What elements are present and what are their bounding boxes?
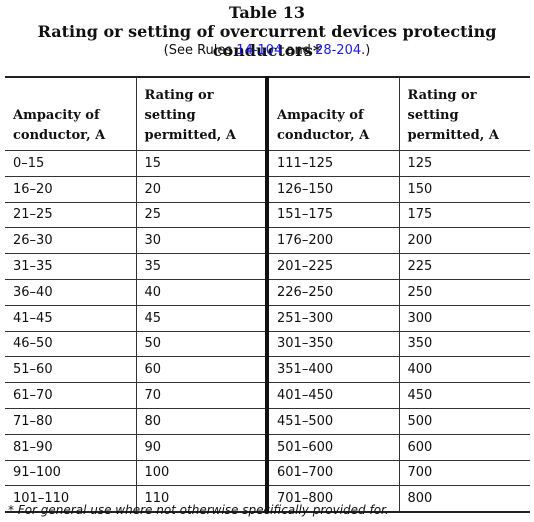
ampacity-cell: 401–450: [265, 382, 399, 409]
column-header-ampacity: Ampacity of conductor, A: [265, 76, 399, 151]
rating-cell: 150: [398, 175, 530, 203]
table-row: 51–60 60 351–400 400: [5, 356, 530, 383]
header-line: permitted, A: [407, 128, 499, 143]
ampacity-cell: 0–15: [5, 150, 136, 177]
table-row: 91–100 100 601–700 700: [5, 459, 530, 486]
header-row: Ampacity of conductor, A Rating or setting…: [5, 76, 530, 151]
rating-cell: 90: [135, 433, 267, 461]
column-header-rating: Rating or setting permitted, A: [135, 76, 267, 151]
ampacity-cell: 451–500: [265, 407, 399, 435]
ampacity-cell: 46–50: [5, 330, 136, 357]
rating-cell: 35: [135, 253, 267, 280]
ampacity-cell: 51–60: [5, 356, 136, 383]
rating-cell: 80: [135, 407, 267, 435]
ampacity-cell: 101–110: [5, 485, 136, 514]
rating-cell: 175: [398, 201, 530, 228]
ampacity-cell: 351–400: [265, 356, 399, 383]
ampacity-cell: 601–700: [265, 459, 399, 486]
rating-cell: 300: [398, 304, 530, 332]
ampacity-cell: 126–150: [265, 175, 399, 203]
table-row: 36–40 40 226–250 250: [5, 278, 530, 306]
ampacity-cell: 176–200: [265, 227, 399, 254]
table-row: 21–25 25 151–175 175: [5, 201, 530, 228]
rule-reference-suffix: .): [361, 43, 371, 58]
column-header-ampacity: Ampacity of conductor, A: [5, 76, 136, 151]
rule-link-14-104[interactable]: 14-104: [236, 43, 283, 58]
overcurrent-rating-table: Ampacity of conductor, A Rating or setting…: [5, 76, 530, 514]
header-line: Rating or: [144, 88, 214, 103]
ampacity-cell: 21–25: [5, 201, 136, 228]
rating-cell: 450: [398, 382, 530, 409]
table-row: 41–45 45 251–300 300: [5, 304, 530, 332]
header-line: Ampacity of: [13, 108, 100, 123]
table-row: 46–50 50 301–350 350: [5, 330, 530, 357]
rating-cell: 110: [135, 485, 267, 514]
table-row: 26–30 30 176–200 200: [5, 227, 530, 254]
ampacity-cell: 201–225: [265, 253, 399, 280]
rating-cell: 225: [398, 253, 530, 280]
rule-reference-and: and: [282, 43, 316, 58]
ampacity-cell: 226–250: [265, 278, 399, 306]
ampacity-cell: 111–125: [265, 150, 399, 177]
header-line: permitted, A: [144, 128, 236, 143]
rating-cell: 30: [135, 227, 267, 254]
header-line: setting: [407, 108, 459, 123]
table-row: 0–15 15 111–125 125: [5, 150, 530, 177]
table-title: Rating or setting of overcurrent devices…: [37, 22, 497, 60]
rating-cell: 200: [398, 227, 530, 254]
header-line: Ampacity of: [277, 108, 364, 123]
rating-cell: 250: [398, 278, 530, 306]
table-body: 0–15 15 111–125 125 16–20 20 126–150 150 21–25 25…: [5, 150, 530, 514]
header-line: conductor, A: [277, 128, 370, 143]
ampacity-cell: 16–20: [5, 175, 136, 203]
rating-cell: 100: [135, 459, 267, 486]
table-number: Table 13: [228, 3, 306, 22]
header-line: conductor, A: [13, 128, 106, 143]
rule-reference-prefix: (See Rules: [163, 43, 237, 58]
header-line: Rating or: [407, 88, 477, 103]
rating-cell: 60: [135, 356, 267, 383]
ampacity-cell: 26–30: [5, 227, 136, 254]
ampacity-cell: 36–40: [5, 278, 136, 306]
rating-cell: 125: [398, 150, 530, 177]
rating-cell: 20: [135, 175, 267, 203]
rating-cell: 25: [135, 201, 267, 228]
table-row: 81–90 90 501–600 600: [5, 433, 530, 461]
header-line: setting: [144, 108, 196, 123]
rating-cell: 350: [398, 330, 530, 357]
rating-cell: 600: [398, 433, 530, 461]
ampacity-cell: 71–80: [5, 407, 136, 435]
rating-cell: 500: [398, 407, 530, 435]
ampacity-cell: 91–100: [5, 459, 136, 486]
table-row: 71–80 80 451–500 500: [5, 407, 530, 435]
ampacity-cell: 251–300: [265, 304, 399, 332]
table-row: 31–35 35 201–225 225: [5, 253, 530, 280]
table-row: 101–110 110 701–800 800: [5, 485, 530, 514]
rating-cell: 700: [398, 459, 530, 486]
rating-cell: 50: [135, 330, 267, 357]
rule-link-28-204[interactable]: 28-204: [315, 43, 362, 58]
rating-cell: 45: [135, 304, 267, 332]
ampacity-cell: 81–90: [5, 433, 136, 461]
ampacity-cell: 41–45: [5, 304, 136, 332]
rule-reference: (See Rules 14-104 and 28-204.): [0, 43, 534, 58]
ampacity-cell: 31–35: [5, 253, 136, 280]
footnote: * For general use where not otherwise sp…: [8, 503, 389, 517]
ampacity-cell: 151–175: [265, 201, 399, 228]
rating-cell: 800: [398, 485, 530, 514]
rating-cell: 70: [135, 382, 267, 409]
ampacity-cell: 501–600: [265, 433, 399, 461]
ampacity-cell: 701–800: [265, 485, 399, 514]
ampacity-cell: 301–350: [265, 330, 399, 357]
table-row: 16–20 20 126–150 150: [5, 175, 530, 203]
column-header-rating: Rating or setting permitted, A: [398, 76, 530, 151]
rating-cell: 40: [135, 278, 267, 306]
rating-cell: 400: [398, 356, 530, 383]
table-row: 61–70 70 401–450 450: [5, 382, 530, 409]
ampacity-cell: 61–70: [5, 382, 136, 409]
rating-cell: 15: [135, 150, 267, 177]
